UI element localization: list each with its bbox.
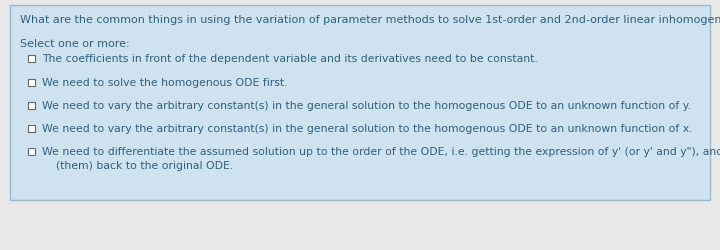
Text: Select one or more:: Select one or more: [20,39,130,49]
Text: We need to differentiate the assumed solution up to the order of the ODE, i.e. g: We need to differentiate the assumed sol… [42,147,720,171]
Bar [28,55,35,62]
Bar [28,125,35,132]
Bar [28,79,35,86]
Text: We need to vary the arbitrary constant(s) in the general solution to the homogen: We need to vary the arbitrary constant(s… [42,124,693,134]
Text: We need to vary the arbitrary constant(s) in the general solution to the homogen: We need to vary the arbitrary constant(s… [42,101,691,111]
Text: What are the common things in using the variation of parameter methods to solve : What are the common things in using the … [20,15,720,25]
Text: The coefficients in front of the dependent variable and its derivatives need to : The coefficients in front of the depende… [42,54,538,64]
Bar [28,102,35,109]
Bar [10,5,710,200]
Bar [28,148,35,155]
Text: We need to solve the homogenous ODE first.: We need to solve the homogenous ODE firs… [42,78,287,88]
